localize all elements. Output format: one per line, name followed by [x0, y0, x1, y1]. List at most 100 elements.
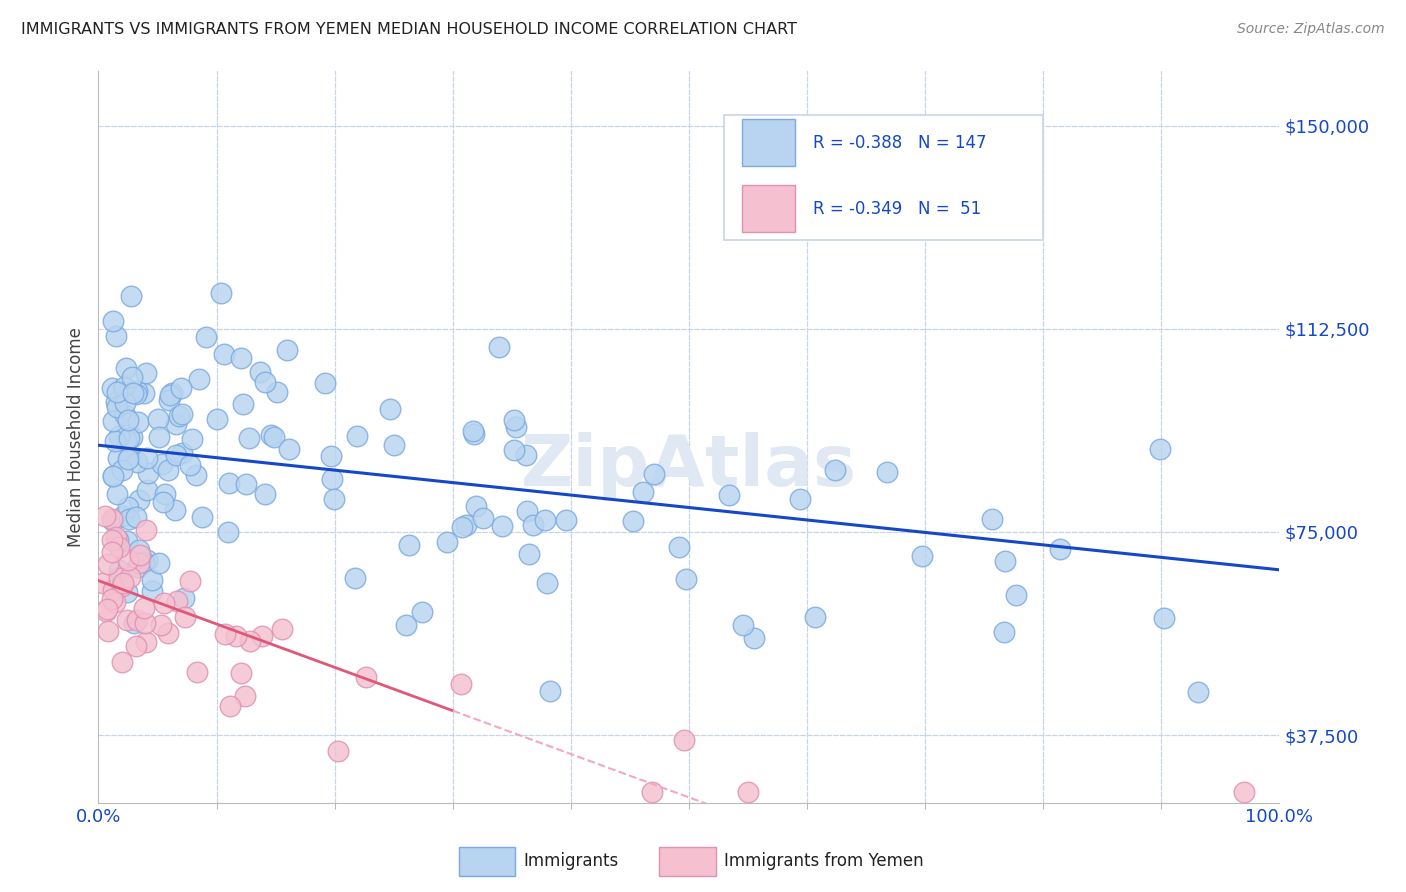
- Point: [129, 548, 152, 562]
- Point: [153, 596, 176, 610]
- Point: [112, 380, 135, 394]
- Point: [249, 365, 271, 379]
- Point: [117, 413, 139, 427]
- Text: R = -0.388   N = 147: R = -0.388 N = 147: [813, 134, 987, 152]
- Point: [166, 594, 188, 608]
- Point: [148, 411, 170, 425]
- Point: [108, 563, 131, 577]
- Point: [534, 513, 557, 527]
- Point: [115, 534, 138, 549]
- Point: [156, 626, 179, 640]
- Point: [803, 610, 825, 624]
- Point: [314, 376, 336, 390]
- Point: [737, 785, 759, 799]
- Point: [124, 640, 146, 654]
- Point: [114, 396, 136, 410]
- Point: [110, 579, 132, 593]
- Point: [172, 446, 194, 460]
- Point: [1187, 684, 1209, 698]
- Point: [505, 419, 527, 434]
- Point: [111, 655, 134, 669]
- Point: [118, 511, 141, 525]
- Point: [128, 492, 150, 507]
- Point: [125, 509, 148, 524]
- Point: [231, 665, 253, 680]
- Point: [97, 557, 120, 571]
- Point: [101, 381, 124, 395]
- Point: [141, 573, 163, 587]
- Y-axis label: Median Household Income: Median Household Income: [66, 327, 84, 547]
- Point: [165, 417, 187, 432]
- Point: [101, 533, 124, 547]
- Point: [465, 500, 488, 514]
- Point: [411, 605, 433, 619]
- Point: [382, 437, 405, 451]
- Point: [980, 511, 1002, 525]
- Point: [463, 424, 485, 438]
- Point: [1004, 589, 1026, 603]
- Point: [742, 631, 765, 645]
- Point: [103, 469, 125, 483]
- Point: [111, 463, 134, 477]
- Point: [186, 665, 208, 679]
- Point: [170, 381, 193, 395]
- Text: Immigrants from Yemen: Immigrants from Yemen: [724, 853, 924, 871]
- Bar: [458, 847, 516, 876]
- Bar: [742, 119, 796, 167]
- Point: [214, 627, 236, 641]
- Point: [112, 509, 135, 524]
- Point: [117, 500, 139, 515]
- Point: [94, 508, 117, 523]
- Point: [1049, 541, 1071, 556]
- Point: [212, 346, 235, 360]
- Point: [517, 548, 540, 562]
- Point: [502, 443, 524, 458]
- Point: [1233, 785, 1256, 799]
- Point: [515, 448, 537, 462]
- Point: [104, 594, 127, 608]
- Point: [326, 743, 349, 757]
- Point: [103, 469, 125, 483]
- Point: [675, 572, 697, 586]
- Point: [263, 430, 285, 444]
- Point: [378, 402, 401, 417]
- Point: [132, 600, 155, 615]
- Point: [97, 624, 120, 638]
- Point: [641, 785, 664, 799]
- Point: [450, 520, 472, 534]
- Point: [555, 513, 578, 527]
- Point: [233, 689, 256, 703]
- Point: [321, 449, 343, 463]
- Point: [120, 289, 142, 303]
- Point: [104, 530, 127, 544]
- Point: [471, 511, 494, 525]
- Point: [165, 448, 187, 462]
- Point: [253, 375, 276, 389]
- Point: [218, 698, 240, 713]
- Point: [522, 518, 544, 533]
- Point: [91, 576, 114, 591]
- Point: [101, 512, 124, 526]
- Point: [134, 616, 156, 631]
- Point: [134, 635, 156, 649]
- Point: [824, 463, 846, 477]
- Point: [491, 519, 513, 533]
- Point: [136, 466, 159, 480]
- Point: [205, 411, 228, 425]
- Point: [108, 571, 131, 585]
- Point: [115, 613, 138, 627]
- Bar: [659, 847, 716, 876]
- Point: [673, 732, 696, 747]
- Point: [121, 370, 143, 384]
- Point: [516, 504, 538, 518]
- Point: [343, 571, 366, 585]
- Point: [181, 432, 204, 446]
- Point: [179, 458, 201, 472]
- Point: [127, 415, 149, 429]
- Point: [118, 450, 141, 464]
- Point: [876, 465, 898, 479]
- Point: [191, 509, 214, 524]
- Text: ZipAtlas: ZipAtlas: [522, 432, 856, 500]
- Point: [277, 442, 299, 456]
- Point: [114, 408, 136, 422]
